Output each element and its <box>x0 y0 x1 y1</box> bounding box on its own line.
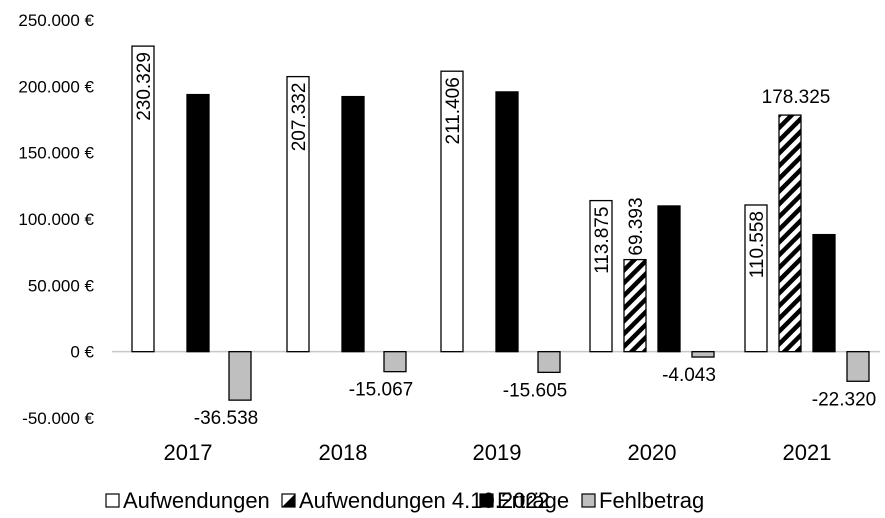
data-label: 109.832 <box>660 212 681 281</box>
data-label: 113.875 <box>592 207 613 274</box>
bar-hatched <box>778 114 802 353</box>
bar-black <box>657 205 681 353</box>
legend-swatch-white <box>105 493 120 508</box>
data-label: 88.238 <box>815 241 836 299</box>
data-label: 195.801 <box>498 98 519 167</box>
data-label: 178.325 <box>762 87 831 108</box>
y-tick-label: 150.000 € <box>18 144 94 163</box>
data-label: -22.320 <box>812 389 876 410</box>
legend-swatch-black <box>479 493 494 508</box>
bar-black <box>186 93 210 353</box>
x-tick-label: 2018 <box>319 440 368 465</box>
x-tick-label: 2021 <box>783 440 832 465</box>
data-label: 193.791 <box>189 101 210 170</box>
y-tick-label: 200.000 € <box>18 77 94 96</box>
data-label: -4.043 <box>662 365 716 386</box>
data-label: -36.538 <box>194 408 258 429</box>
bar-white <box>440 70 464 353</box>
x-tick-label: 2017 <box>164 440 213 465</box>
data-label: 192.265 <box>344 103 365 172</box>
data-label: -15.605 <box>503 380 567 401</box>
data-label: 110.558 <box>747 211 768 278</box>
bar-white <box>589 199 613 353</box>
bar-white <box>286 75 310 353</box>
bar-layer <box>131 45 870 401</box>
legend: Aufwendungen Aufwendungen 4.10.2022Erträg… <box>105 488 704 513</box>
legend-swatch-gray <box>581 493 596 508</box>
bar-gray <box>228 351 252 401</box>
data-label: 211.406 <box>443 77 464 144</box>
bar-black <box>341 95 365 353</box>
bar-white <box>744 204 768 353</box>
bar-white <box>131 45 155 353</box>
bar-hatched <box>623 258 647 353</box>
data-label: -15.067 <box>349 380 413 401</box>
legend-label: Aufwendungen <box>123 488 270 513</box>
legend-label: Aufwendungen 4.10.2022 <box>299 488 550 513</box>
legend-label: Fehlbetrag <box>599 488 704 513</box>
y-tick-label: 0 € <box>70 343 94 362</box>
x-tick-label: 2019 <box>473 440 522 465</box>
label-layer: 230.329 193.791 -36.538 207.332 192.265 -15.0… <box>134 52 876 429</box>
data-label: 230.329 <box>134 52 155 121</box>
bar-black <box>495 91 519 353</box>
bar-gray <box>537 351 561 374</box>
legend-label: Erträge <box>497 488 569 513</box>
x-tick-label: 2020 <box>628 440 677 465</box>
y-tick-label: 100.000 € <box>18 210 94 229</box>
y-tick-label: 250.000 € <box>18 11 94 30</box>
data-label: 207.332 <box>289 83 310 152</box>
y-tick-label: -50.000 € <box>22 409 94 428</box>
legend-swatch-hatch-mark <box>282 494 295 507</box>
bar-black <box>812 233 836 353</box>
bar-gray <box>846 351 870 382</box>
data-label: 69.393 <box>626 197 647 255</box>
bar-gray <box>383 351 407 373</box>
bar-gray <box>691 351 715 358</box>
y-tick-label: 50.000 € <box>28 276 95 295</box>
